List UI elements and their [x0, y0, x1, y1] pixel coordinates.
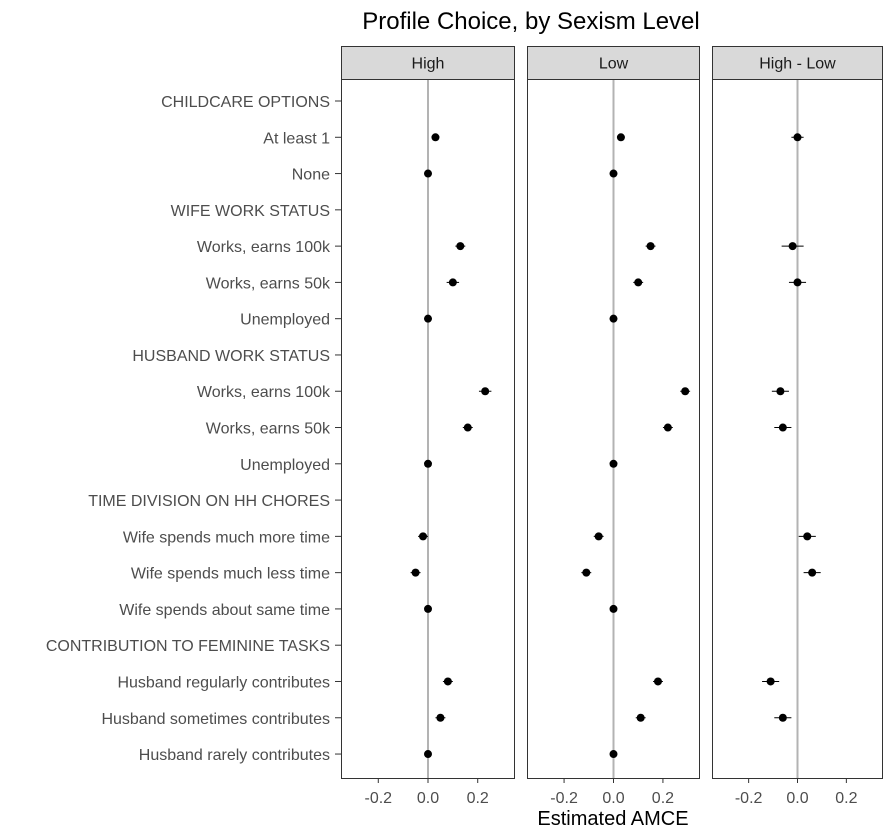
estimate-point — [609, 314, 618, 323]
estimate-point — [788, 242, 797, 251]
estimate-point — [681, 387, 690, 396]
estimate-point — [616, 133, 625, 142]
facet-panel — [712, 79, 883, 779]
estimate-point — [594, 532, 603, 541]
y-tick-label: Husband rarely contributes — [139, 747, 330, 764]
x-tick-label: 0.0 — [786, 790, 808, 807]
y-tick-label: Wife spends much less time — [131, 566, 330, 583]
estimate-point — [609, 169, 618, 178]
estimate-point — [424, 604, 432, 613]
x-tick-label: 0.2 — [467, 790, 489, 807]
estimate-point — [436, 713, 445, 722]
y-tick-label: Wife spends about same time — [119, 602, 330, 619]
y-axis-labels: CHILDCARE OPTIONS At least 1 None WIFE WORK… — [46, 94, 341, 764]
estimate-point — [609, 459, 618, 468]
estimate-point — [448, 278, 457, 287]
estimate-point — [463, 423, 472, 432]
estimate-point — [431, 133, 440, 142]
y-tick-label: WIFE WORK STATUS — [171, 203, 330, 220]
y-tick-label: Works, earns 100k — [197, 239, 331, 256]
estimate-point — [778, 423, 787, 432]
estimate-point — [776, 387, 785, 396]
y-tick-label: Husband sometimes contributes — [101, 711, 330, 728]
estimate-point — [424, 750, 432, 759]
estimate-point — [456, 242, 465, 251]
estimate-point — [411, 568, 420, 577]
facet-strips: High Low High - Low — [341, 46, 883, 80]
facet-strip — [712, 46, 883, 80]
estimate-point — [424, 169, 432, 178]
y-tick-label: Unemployed — [240, 457, 330, 474]
estimate-point — [582, 568, 591, 577]
estimate-point — [646, 242, 655, 251]
estimate-point — [634, 278, 643, 287]
y-tick-label: CHILDCARE OPTIONS — [161, 94, 330, 111]
estimate-point — [636, 713, 645, 722]
x-tick-label: -0.2 — [550, 790, 578, 807]
facet-strip — [341, 46, 515, 80]
y-tick-label: HUSBAND WORK STATUS — [132, 348, 330, 365]
estimate-point — [793, 133, 802, 142]
estimate-point — [481, 387, 490, 396]
estimate-point — [653, 677, 662, 686]
estimate-point — [424, 459, 432, 468]
y-tick-label: Unemployed — [240, 312, 330, 329]
x-tick-label: 0.2 — [652, 790, 674, 807]
facet-strip — [527, 46, 700, 80]
y-tick-label: Wife spends much more time — [123, 529, 330, 546]
estimate-point — [419, 532, 428, 541]
y-tick-label: Works, earns 50k — [206, 275, 331, 292]
x-tick-label: -0.2 — [364, 790, 392, 807]
facet-strip-label: Low — [599, 56, 629, 73]
estimate-point — [778, 713, 787, 722]
estimate-point — [766, 677, 775, 686]
x-tick-label: 0.0 — [602, 790, 624, 807]
x-axis-label: Estimated AMCE — [537, 808, 688, 830]
estimate-point — [609, 750, 618, 759]
facet-panel — [341, 79, 515, 779]
estimate-point — [443, 677, 452, 686]
facet-strip-label: High - Low — [759, 56, 836, 73]
y-tick-label: Works, earns 50k — [206, 421, 331, 438]
y-tick-label: None — [292, 167, 330, 184]
estimate-point — [609, 604, 618, 613]
y-tick-label: Husband regularly contributes — [117, 674, 330, 691]
y-tick-label: At least 1 — [263, 130, 330, 147]
x-axes: -0.2 0.0 0.2 -0.2 0.0 0.2 -0.2 0.0 0.2 — [364, 778, 858, 807]
facet-panels — [341, 79, 883, 779]
chart-title: Profile Choice, by Sexism Level — [362, 8, 699, 35]
estimate-point — [793, 278, 802, 287]
estimate-point — [663, 423, 672, 432]
y-tick-label: Works, earns 100k — [197, 384, 331, 401]
facet-strip-label: High — [412, 56, 445, 73]
facet-panel — [527, 79, 700, 779]
estimate-point — [424, 314, 432, 323]
x-tick-label: 0.0 — [417, 790, 439, 807]
x-tick-label: 0.2 — [835, 790, 857, 807]
x-tick-label: -0.2 — [735, 790, 763, 807]
y-tick-label: CONTRIBUTION TO FEMININE TASKS — [46, 638, 330, 655]
estimate-point — [808, 568, 817, 577]
estimate-point — [803, 532, 812, 541]
y-tick-label: TIME DIVISION ON HH CHORES — [88, 493, 330, 510]
